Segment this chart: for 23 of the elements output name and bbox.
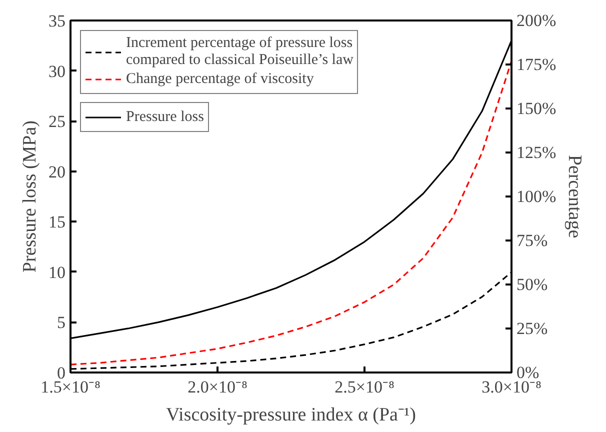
y-tick-label: 25	[48, 112, 66, 132]
y-tick-label: 5	[57, 313, 66, 332]
x-tick-label: 2.0×10⁻⁸	[188, 378, 248, 396]
y2-tick-label: 50%	[516, 275, 548, 294]
y-tick-label: 30	[48, 62, 66, 81]
y2-tick-label: 75%	[516, 231, 548, 250]
y-tick-label: 20	[48, 162, 66, 182]
y2-axis-title: Percentage	[564, 154, 586, 238]
y2-tick-label: 200%	[516, 11, 556, 30]
legend-label: Change percentage of viscosity	[126, 70, 314, 88]
y2-tick-label: 175%	[516, 55, 556, 74]
legend-label: Pressure loss	[126, 108, 204, 126]
y-axis-title: Pressure loss (MPa)	[20, 120, 40, 272]
x-tick-label: 2.5×10⁻⁸	[334, 378, 394, 396]
x-axis-title: Viscosity-pressure index α (Pa⁻¹)	[166, 404, 416, 426]
legend-label: Increment percentage of pressure loss compared to classical Poiseuille’s law	[126, 35, 354, 69]
y2-tick-label: 150%	[516, 99, 556, 118]
y2-tick-label: 25%	[516, 319, 548, 338]
y-tick-label: 35	[48, 12, 66, 30]
y-tick-label: 10	[48, 262, 66, 282]
y2-tick-label: 125%	[516, 143, 556, 162]
y-tick-label: 15	[48, 212, 66, 232]
y2-tick-label: 100%	[516, 187, 556, 206]
